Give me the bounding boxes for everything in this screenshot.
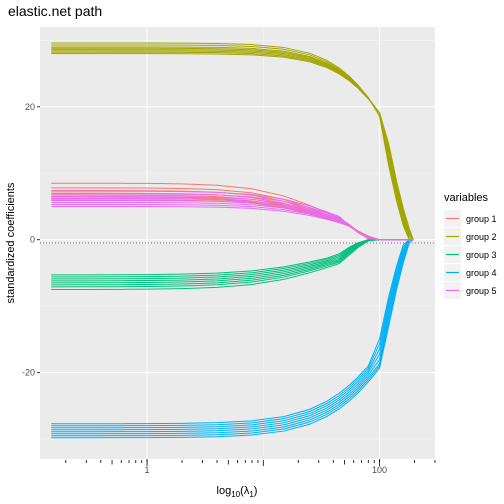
x-axis-label: log10(λ1) [217, 485, 258, 499]
grid-lines [40, 27, 435, 459]
series-line [51, 53, 414, 240]
series-line [51, 50, 414, 240]
legend-label: group 2 [466, 232, 497, 242]
series-group-2 [51, 42, 414, 241]
legend-label: group 3 [466, 250, 497, 260]
legend-label: group 5 [466, 286, 497, 296]
series-line [51, 239, 414, 427]
y-axis-label: standardized coefficients [5, 182, 17, 303]
legend-label: group 4 [466, 268, 497, 278]
series-line [51, 239, 414, 437]
series-line [51, 51, 414, 240]
y-tick-label: 0 [30, 235, 35, 245]
series-line [51, 46, 414, 241]
plot-panel [40, 27, 435, 459]
chart-title: elastic.net path [8, 3, 102, 19]
y-axis: -20 0 20 [22, 102, 40, 378]
y-tick-label: -20 [22, 368, 35, 378]
series-line [51, 239, 414, 425]
series-line [51, 239, 414, 439]
x-axis: 1 100 [65, 459, 436, 475]
series-lines [51, 42, 414, 439]
series-group-4 [51, 239, 414, 439]
series-line [51, 49, 414, 240]
x-tick-label: 100 [372, 465, 387, 475]
series-line [51, 239, 414, 435]
series-line [51, 239, 414, 429]
legend-title: variables [444, 192, 489, 204]
series-line [51, 239, 414, 431]
series-line [51, 47, 414, 241]
series-line [51, 239, 414, 433]
series-line [51, 205, 414, 241]
series-group-5 [51, 190, 414, 241]
series-line [51, 42, 414, 241]
series-line [51, 44, 414, 241]
x-tick-label: 1 [145, 465, 150, 475]
legend-label: group 1 [466, 214, 497, 224]
y-tick-label: 20 [25, 102, 35, 112]
legend: variables group 1 group 2 group 3 group 4 gr… [444, 192, 497, 299]
